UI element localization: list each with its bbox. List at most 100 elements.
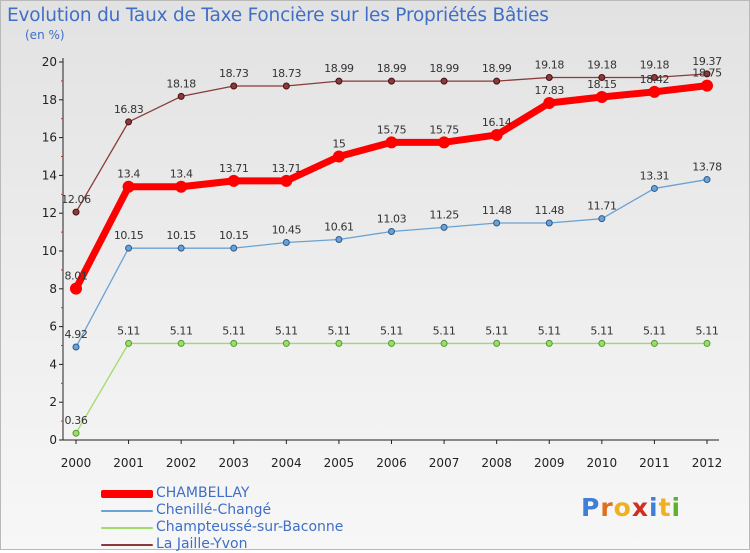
legend-swatch [101,490,153,498]
data-label: 13.4 [170,168,193,181]
data-label: 19.18 [535,58,565,71]
data-label: 13.4 [117,168,140,181]
data-point [648,85,661,98]
data-point [125,339,133,347]
data-point [72,343,80,351]
data-point [332,150,345,163]
logo-letter: r [600,493,614,522]
data-point [545,339,553,347]
data-label: 11.48 [535,204,565,217]
data-label: 15.75 [429,123,459,136]
data-label: 18.99 [482,62,512,75]
data-label: 13.71 [272,162,302,175]
data-point [282,339,290,347]
data-point [545,219,553,227]
x-tick-label: 2010 [587,456,618,470]
legend-label: Chenillé-Changé [156,502,272,518]
logo-letter: i [649,493,659,522]
data-label: 5.11 [643,324,666,337]
data-point [703,339,711,347]
data-point [125,118,133,126]
data-label: 18.99 [324,62,354,75]
data-label: 5.11 [275,324,298,337]
data-point [545,73,553,81]
data-point [385,136,398,149]
data-point [440,223,448,231]
x-tick-label: 2003 [218,456,249,470]
data-label: 10.61 [324,220,354,233]
data-point [440,77,448,85]
data-label: 11.71 [587,200,617,213]
x-tick-label: 2009 [534,456,565,470]
data-label: 5.11 [327,324,350,337]
data-point [650,339,658,347]
data-point [335,77,343,85]
data-label: 16.14 [482,116,512,129]
data-label: 18.15 [587,78,617,91]
data-point [282,238,290,246]
data-label: 8.01 [65,270,88,283]
data-label: 18.73 [272,67,302,80]
x-tick-label: 2005 [324,456,355,470]
data-label: 18.99 [429,62,459,75]
data-label: 18.18 [166,77,196,90]
legend-label: CHAMBELLAY [156,485,250,501]
legend-swatch [101,527,153,529]
data-point [177,92,185,100]
data-point [490,128,503,141]
data-point [598,215,606,223]
y-tick-label: 16 [42,131,57,145]
data-label: 16.83 [114,103,144,116]
chart-title: Evolution du Taux de Taxe Foncière sur l… [7,5,549,26]
logo-letter: o [613,493,632,522]
data-label: 18.42 [640,73,670,86]
data-label: 5.11 [222,324,245,337]
data-label: 5.11 [538,324,561,337]
proxiti-logo: Proxiti [581,493,681,522]
x-tick-label: 2007 [429,456,460,470]
data-label: 18.99 [377,62,407,75]
data-label: 11.03 [377,213,407,226]
data-point [543,97,556,110]
data-label: 18.75 [692,67,722,80]
data-label: 15.75 [377,123,407,136]
data-label: 19.18 [640,58,670,71]
logo-letter: i [671,493,682,522]
legend-swatch [101,510,153,512]
data-label: 10.15 [114,229,144,242]
data-point [70,282,82,295]
y-tick-label: 0 [49,433,57,447]
data-point [650,184,658,192]
data-point [493,339,501,347]
series-line-Champteussé-sur-Baconne [75,342,708,434]
data-point [650,73,658,81]
data-point [175,180,188,193]
legend-label: La Jaille-Yvon [156,536,248,552]
data-point [493,219,501,227]
data-label: 13.78 [692,161,722,174]
y-tick-label: 2 [49,395,57,409]
data-point [438,136,451,149]
data-label: 13.31 [640,169,670,182]
data-label: 13.71 [219,162,249,175]
data-label: 5.11 [380,324,403,337]
data-label: 12.06 [61,193,91,206]
x-tick-label: 2012 [692,456,723,470]
data-label: 5.11 [485,324,508,337]
data-point [598,339,606,347]
data-point [122,180,135,193]
data-label: 10.15 [219,229,249,242]
data-point [388,339,395,347]
data-point [701,79,713,92]
data-point [72,208,80,216]
data-point [595,90,608,103]
data-label: 11.25 [429,208,459,221]
x-tick-label: 2006 [376,456,407,470]
logo-letter: x [631,493,649,522]
legend-swatch [101,544,153,546]
logo-letter: P [581,493,601,522]
data-point [440,339,448,347]
data-label: 18.73 [219,67,249,80]
logo-letter: t [658,493,672,522]
